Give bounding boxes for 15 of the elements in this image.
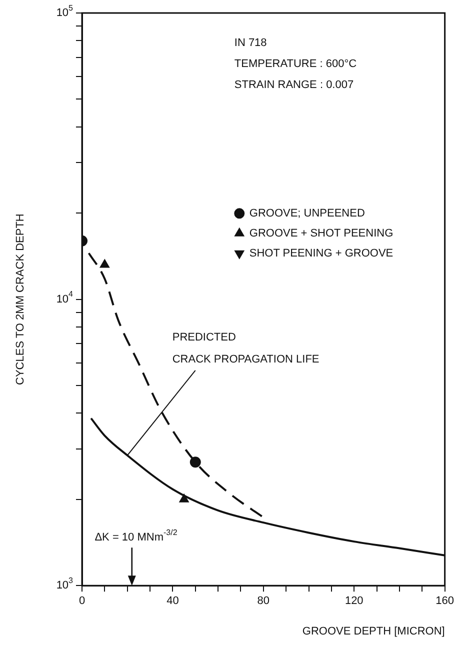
annotation: IN 718 (234, 37, 267, 50)
legend-label: GROOVE; UNPEENED (249, 207, 365, 220)
x-tick-label: 160 (436, 595, 454, 608)
y-axis-title: CYCLES TO 2MM CRACK DEPTH (14, 214, 27, 385)
annotation: TEMPERATURE : 600°C (234, 58, 357, 70)
x-axis-title: GROOVE DEPTH [MICRON] (302, 625, 445, 638)
annotation: PREDICTED CRACK PROPAGATION LIFE (172, 331, 320, 366)
legend-label: SHOT PEENING + GROOVE (249, 247, 394, 260)
point (179, 494, 189, 502)
legend-label: GROOVE + SHOT PEENING (249, 227, 394, 240)
x-tick-label: 0 (78, 595, 86, 608)
annotation: STRAIN RANGE : 0.007 (234, 79, 354, 92)
x-tick-label: 40 (166, 595, 179, 608)
x-tick-label: 80 (257, 595, 270, 608)
x-tick-label: 120 (344, 595, 364, 608)
